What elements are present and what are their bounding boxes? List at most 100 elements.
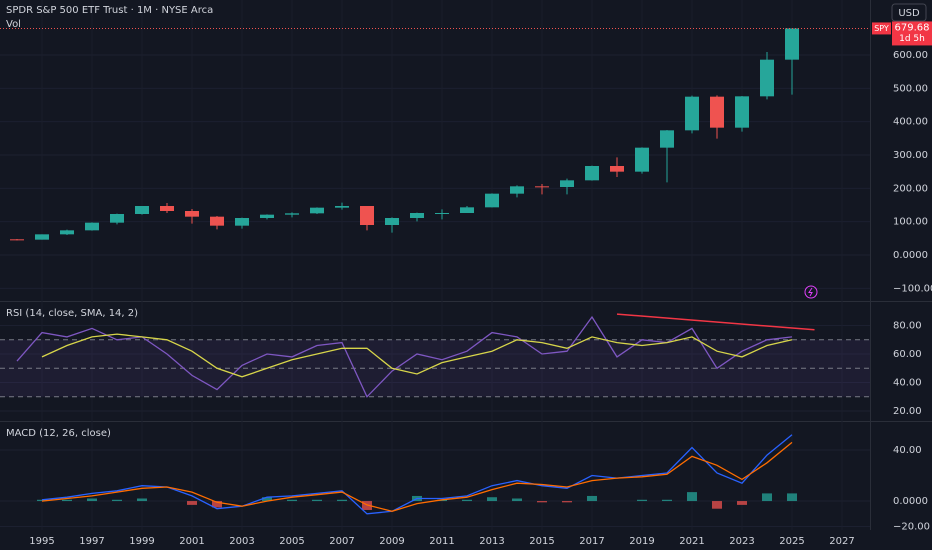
macd-histogram-bar xyxy=(287,499,297,502)
alert-icon[interactable] xyxy=(804,285,818,299)
divergence-line xyxy=(616,313,815,331)
price-tag xyxy=(892,21,932,46)
candle-body xyxy=(160,206,174,211)
x-tick-label: 2019 xyxy=(629,536,654,547)
candle-body xyxy=(110,214,124,223)
macd-histogram-bar xyxy=(787,493,797,502)
candle-body xyxy=(435,213,449,214)
macd-histogram-bar xyxy=(87,498,97,502)
currency-button-label[interactable]: USD xyxy=(898,8,920,19)
x-tick-label: 2007 xyxy=(329,536,354,547)
currency-button[interactable]: USD xyxy=(891,3,927,22)
alert-icon-bolt[interactable] xyxy=(808,287,813,297)
macd-histogram-bar xyxy=(37,499,47,502)
macd-histogram-bar xyxy=(487,497,497,502)
y-tick-label: 40.00 xyxy=(893,378,922,389)
macd-histogram-bar xyxy=(737,501,747,505)
y-tick-label: 100.00 xyxy=(893,217,928,228)
candle-body xyxy=(260,214,274,218)
candle-body xyxy=(285,213,299,215)
macd-title: MACD (12, 26, close) xyxy=(6,428,111,439)
macd-histogram-bar xyxy=(137,498,147,502)
chart-title: SPDR S&P 500 ETF Trust · 1M · NYSE Arca xyxy=(6,5,213,16)
x-tick-label: 2001 xyxy=(179,536,204,547)
y-tick-label: −20.00 xyxy=(893,522,930,533)
candle-body xyxy=(185,211,199,217)
macd-histogram-bar xyxy=(187,501,197,505)
candle-body xyxy=(335,206,349,208)
y-tick-label: 0.0000 xyxy=(893,250,928,261)
candle-body xyxy=(35,234,49,240)
y-tick-label: 40.00 xyxy=(893,445,922,456)
y-tick-label: −100.00 xyxy=(893,283,932,294)
candle-body xyxy=(235,218,249,226)
y-tick-label: 0.0000 xyxy=(893,496,928,507)
candle-body xyxy=(710,96,724,128)
x-tick-label: 2009 xyxy=(379,536,404,547)
indicator-line xyxy=(41,333,793,378)
currency-button-frame[interactable] xyxy=(891,3,927,22)
symbol-tag xyxy=(872,22,891,35)
candle-body xyxy=(660,130,674,148)
macd-histogram-bar xyxy=(312,499,322,502)
x-tick-label: 2017 xyxy=(579,536,604,547)
alert-icon-ring[interactable] xyxy=(804,285,818,299)
volume-label: Vol xyxy=(6,19,21,30)
macd-histogram-bar xyxy=(112,499,122,502)
macd-histogram-bar xyxy=(712,501,722,509)
y-tick-label: 60.00 xyxy=(893,349,922,360)
macd-histogram-bar xyxy=(562,501,572,503)
macd-histogram-bar xyxy=(262,497,272,502)
candle-body xyxy=(635,147,649,172)
candle-body xyxy=(535,186,549,188)
indicator-line xyxy=(41,441,793,512)
macd-histogram-bar xyxy=(537,501,547,503)
candle-body xyxy=(210,216,224,226)
rsi-title: RSI (14, close, SMA, 14, 2) xyxy=(6,308,138,319)
candle-body xyxy=(60,230,74,235)
candle-body xyxy=(410,213,424,218)
candle-body xyxy=(485,193,499,208)
y-tick-label: 20.00 xyxy=(893,406,922,417)
candle-body xyxy=(760,59,774,97)
x-tick-label: 2015 xyxy=(529,536,554,547)
candle-body xyxy=(310,207,324,214)
candle-body xyxy=(135,206,149,214)
candle-body xyxy=(385,218,399,225)
x-tick-label: 1997 xyxy=(79,536,104,547)
y-tick-label: 500.00 xyxy=(893,83,928,94)
y-tick-label: 600.00 xyxy=(893,50,928,61)
candle-body xyxy=(510,186,524,194)
macd-histogram-bar xyxy=(587,495,597,502)
y-tick-label: 300.00 xyxy=(893,150,928,161)
candle-body xyxy=(460,207,474,213)
candle-body xyxy=(560,180,574,187)
x-tick-label: 2013 xyxy=(479,536,504,547)
candle-body xyxy=(585,166,599,181)
macd-histogram-bar xyxy=(662,499,672,502)
candle-body xyxy=(10,239,24,241)
x-tick-label: 2025 xyxy=(779,536,804,547)
candle-body xyxy=(360,206,374,225)
candle-body xyxy=(785,28,799,60)
y-tick-label: 200.00 xyxy=(893,183,928,194)
price-label: 679.68 xyxy=(895,22,930,33)
macd-histogram-bar xyxy=(337,499,347,502)
x-tick-label: 2021 xyxy=(679,536,704,547)
macd-histogram-bar xyxy=(687,492,697,502)
y-tick-label: 80.00 xyxy=(893,321,922,332)
countdown-label: 1d 5h xyxy=(899,34,925,44)
candle-body xyxy=(610,166,624,172)
candle-body xyxy=(85,222,99,231)
symbol-label: SPY xyxy=(874,24,889,33)
macd-histogram-bar xyxy=(512,498,522,502)
x-tick-label: 2003 xyxy=(229,536,254,547)
macd-histogram-bar xyxy=(212,501,222,508)
x-tick-label: 2011 xyxy=(429,536,454,547)
macd-histogram-bar xyxy=(762,493,772,502)
indicator-line xyxy=(16,315,793,398)
x-tick-label: 1999 xyxy=(129,536,154,547)
